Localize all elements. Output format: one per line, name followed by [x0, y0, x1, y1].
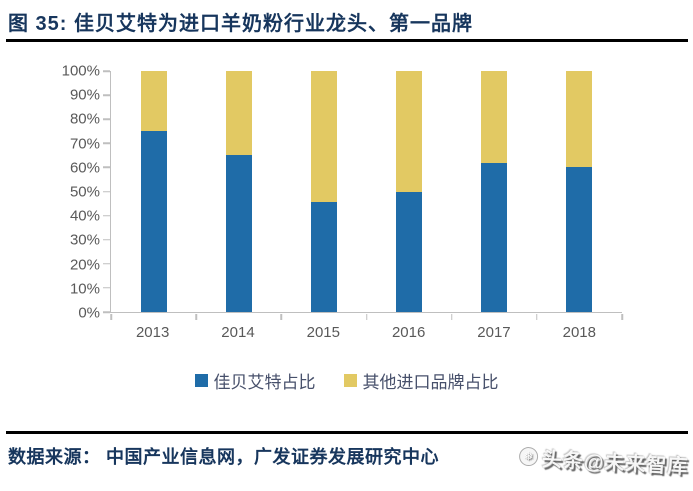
y-axis-label: 100%	[61, 62, 100, 80]
legend-swatch	[343, 374, 357, 387]
y-axis-tick	[103, 70, 110, 72]
stacked-bar-2018	[566, 71, 593, 312]
bar-segment-kabrita-2017	[481, 162, 508, 312]
y-axis-tick	[103, 214, 110, 217]
y-axis-tick	[103, 166, 110, 169]
y-axis-tick	[103, 287, 110, 289]
legend-label: 其他进口品牌占比	[362, 373, 499, 392]
y-axis-labels: 100% 90% 80% 70% 60% 50% 40% 30% 20% 10% 0%	[0, 63, 100, 322]
x-axis-tick	[536, 314, 538, 320]
y-axis-label: 0%	[78, 304, 100, 322]
x-axis-label: 2016	[391, 324, 426, 341]
y-axis-label: 20%	[69, 256, 100, 274]
y-axis-tick	[103, 94, 110, 96]
bar-slot-2018	[537, 71, 622, 312]
y-axis-label: 10%	[69, 280, 100, 298]
legend-item-1: 其他进口品牌占比	[343, 368, 499, 393]
stacked-bar-2017	[481, 71, 508, 312]
bar-slot-2015	[281, 71, 366, 312]
plot-area	[103, 70, 623, 320]
x-axis-tick	[621, 314, 623, 320]
bars	[111, 71, 622, 312]
legend: 佳贝艾特占比 其他进口品牌占比	[0, 368, 693, 393]
x-axis-tick	[195, 314, 197, 320]
y-axis-label: 60%	[69, 159, 100, 177]
y-axis-label: 30%	[69, 231, 100, 249]
y-axis-tick	[103, 311, 110, 313]
bar-slot-2014	[196, 71, 281, 312]
bar-segment-others-2017	[481, 71, 508, 163]
thinktank-logo-icon: ❅	[519, 446, 540, 467]
bar-segment-kabrita-2013	[140, 131, 167, 312]
title-divider	[6, 39, 688, 42]
x-axis-label: 2013	[135, 324, 170, 341]
y-axis-label: 70%	[69, 135, 100, 153]
y-axis-tick	[103, 142, 110, 145]
x-axis-label: 2017	[477, 324, 511, 341]
legend-item-0: 佳贝艾特占比	[194, 368, 316, 393]
x-axis-tick	[110, 314, 112, 320]
legend-swatch	[194, 374, 208, 387]
bar-segment-others-2015	[310, 71, 337, 203]
x-axis-label: 2014	[221, 324, 255, 341]
bar-slot-2016	[367, 71, 452, 312]
y-axis-tick	[103, 118, 110, 120]
y-axis-tick	[103, 190, 110, 193]
bar-segment-kabrita-2018	[566, 167, 593, 312]
stacked-bar-2015	[310, 71, 337, 312]
x-axis-tick	[280, 314, 283, 320]
x-axis-tick	[450, 314, 453, 320]
x-axis-tick	[365, 314, 368, 320]
stacked-bar-2014	[225, 71, 252, 312]
bar-segment-others-2014	[225, 71, 252, 156]
watermark: ❅ 头条@未来智库	[519, 442, 690, 480]
bar-slot-2017	[452, 71, 537, 312]
y-axis-tick	[103, 263, 110, 265]
watermark-label: 头条@未来智库	[541, 448, 690, 479]
stacked-bar-2016	[396, 71, 423, 312]
y-axis-label: 80%	[69, 110, 100, 128]
x-axis-label: 2015	[306, 324, 340, 341]
figure-title: 图 35: 佳贝艾特为进口羊奶粉行业龙头、第一品牌	[8, 13, 474, 35]
bar-segment-others-2016	[396, 71, 423, 192]
y-axis-label: 40%	[69, 207, 100, 225]
y-axis-tick	[103, 238, 110, 241]
data-source-note: 数据来源： 中国产业信息网，广发证券发展研究中心	[8, 447, 439, 467]
x-axis-label: 2018	[562, 324, 596, 341]
bar-segment-others-2018	[566, 71, 593, 168]
y-axis-label: 90%	[69, 86, 100, 104]
y-axis-label: 50%	[69, 183, 100, 201]
bar-segment-kabrita-2016	[396, 191, 423, 312]
bar-slot-2013	[111, 71, 196, 312]
footer-divider	[6, 431, 688, 434]
legend-label: 佳贝艾特占比	[213, 373, 316, 392]
stacked-bar-2013	[140, 71, 167, 312]
bar-segment-kabrita-2015	[310, 202, 337, 312]
bar-segment-others-2013	[140, 71, 167, 132]
x-axis-labels: 2013 2014 2015 2016 2017 2018	[110, 324, 622, 341]
bar-segment-kabrita-2014	[225, 155, 252, 312]
